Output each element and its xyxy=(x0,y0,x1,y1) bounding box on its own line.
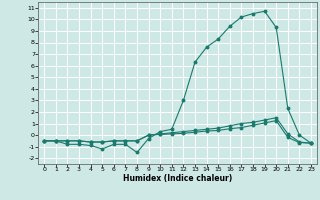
X-axis label: Humidex (Indice chaleur): Humidex (Indice chaleur) xyxy=(123,174,232,183)
